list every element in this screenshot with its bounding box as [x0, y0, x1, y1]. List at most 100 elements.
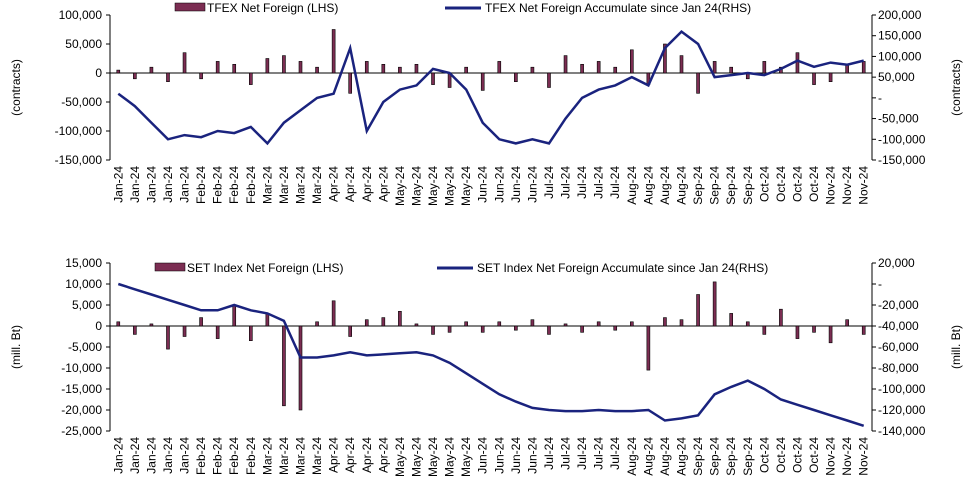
- bar: [331, 29, 336, 74]
- x-tick-label: Feb-24: [227, 166, 241, 204]
- x-tick-label: Jul-24: [575, 437, 589, 470]
- x-tick-label: May-24: [409, 437, 423, 477]
- y-tick-label: -10,000: [61, 361, 102, 375]
- x-tick-label: Jul-24: [592, 166, 606, 199]
- bar: [133, 72, 137, 80]
- y2-tick-label: 50,000: [878, 70, 915, 84]
- x-tick-label: May-24: [443, 166, 457, 206]
- x-tick-label: Aug-24: [641, 437, 655, 476]
- x-tick-label: Mar-24: [260, 166, 274, 204]
- x-tick-label: Jan-24: [111, 166, 125, 203]
- bar: [530, 66, 535, 74]
- y2-tick-label: -140,000: [878, 424, 926, 438]
- x-tick-label: Sep-24: [708, 437, 722, 476]
- bar: [480, 325, 485, 333]
- x-tick-label: Aug-24: [641, 166, 655, 205]
- bar: [679, 319, 684, 327]
- x-tick-label: Jun-24: [476, 166, 490, 203]
- x-tick-label: Mar-24: [310, 437, 324, 475]
- x-tick-label: Mar-24: [310, 166, 324, 204]
- bar: [828, 72, 833, 82]
- bar: [398, 310, 402, 327]
- y-tick-label: -150,000: [55, 153, 103, 167]
- x-tick-label: Oct-24: [790, 437, 804, 473]
- bar: [613, 66, 618, 74]
- bar: [514, 72, 518, 82]
- bar: [116, 69, 121, 74]
- bar: [381, 64, 386, 74]
- y-tick-label: 50,000: [65, 37, 102, 51]
- bar: [762, 325, 767, 335]
- y2-tick-label: -: [878, 277, 882, 291]
- x-tick-label: Nov-24: [857, 166, 871, 205]
- x-tick-label: Mar-24: [277, 437, 291, 475]
- bar: [596, 61, 601, 74]
- x-tick-label: Jul-24: [559, 437, 573, 470]
- bar: [563, 323, 568, 327]
- x-tick-label: Nov-24: [824, 437, 838, 476]
- bar: [712, 61, 717, 74]
- bar: [166, 325, 170, 350]
- x-tick-label: Jan-24: [161, 437, 175, 474]
- y2-tick-label: -40,000: [878, 319, 919, 333]
- bar: [414, 323, 419, 327]
- bar: [514, 325, 518, 331]
- bar: [828, 325, 833, 344]
- bar: [414, 64, 419, 74]
- bar: [663, 43, 667, 74]
- bar: [745, 321, 750, 327]
- legend-label: SET Index Net Foreign Accumulate since J…: [477, 261, 768, 275]
- bar: [149, 66, 154, 74]
- x-tick-label: Jul-24: [559, 166, 573, 199]
- x-tick-label: Feb-24: [211, 166, 225, 204]
- y-tick-label: 0: [95, 319, 102, 333]
- x-tick-label: Jan-24: [178, 437, 192, 474]
- x-tick-label: Jul-24: [542, 166, 556, 199]
- x-tick-label: May-24: [426, 437, 440, 477]
- x-tick-label: Nov-24: [857, 437, 871, 476]
- x-tick-label: Apr-24: [343, 437, 357, 473]
- x-tick-label: Feb-24: [244, 437, 258, 475]
- bar: [762, 61, 767, 74]
- y2-tick-label: 100,000: [878, 49, 922, 63]
- y2-tick-label: 20,000: [878, 256, 915, 270]
- bar: [845, 319, 849, 327]
- y2-tick-label: -80,000: [878, 361, 919, 375]
- x-tick-label: Apr-24: [376, 166, 390, 202]
- x-tick-label: Jun-24: [509, 437, 523, 474]
- bar: [663, 317, 667, 327]
- bar: [464, 66, 468, 74]
- bar: [166, 72, 170, 82]
- x-tick-label: Apr-24: [360, 437, 374, 473]
- x-tick-label: Feb-24: [194, 437, 208, 475]
- x-tick-label: Oct-24: [774, 437, 788, 473]
- bar: [580, 64, 584, 74]
- x-tick-label: Feb-24: [211, 437, 225, 475]
- bar: [779, 308, 783, 327]
- x-tick-label: Jan-24: [144, 437, 158, 474]
- bar: [547, 72, 551, 88]
- x-tick-label: May-24: [409, 166, 423, 206]
- bar: [431, 325, 435, 335]
- x-tick-label: Sep-24: [691, 437, 705, 476]
- bar: [729, 66, 733, 74]
- y2-axis-title: (contracts): [949, 59, 963, 116]
- x-tick-label: Aug-24: [675, 166, 689, 205]
- bar: [795, 325, 800, 339]
- bar: [315, 321, 319, 327]
- bar: [381, 317, 386, 327]
- x-tick-label: Sep-24: [724, 166, 738, 205]
- bar: [861, 325, 866, 335]
- legend-swatch: [154, 262, 186, 272]
- x-tick-label: Oct-24: [757, 437, 771, 473]
- bar: [547, 325, 551, 335]
- y-tick-label: 15,000: [65, 256, 102, 270]
- y2-tick-label: 200,000: [878, 8, 922, 22]
- x-tick-label: Jan-24: [178, 166, 192, 203]
- x-tick-label: May-24: [393, 437, 407, 477]
- bar: [199, 317, 203, 327]
- bar: [580, 325, 584, 333]
- y-tick-label: -25,000: [61, 424, 102, 438]
- x-tick-label: Aug-24: [675, 437, 689, 476]
